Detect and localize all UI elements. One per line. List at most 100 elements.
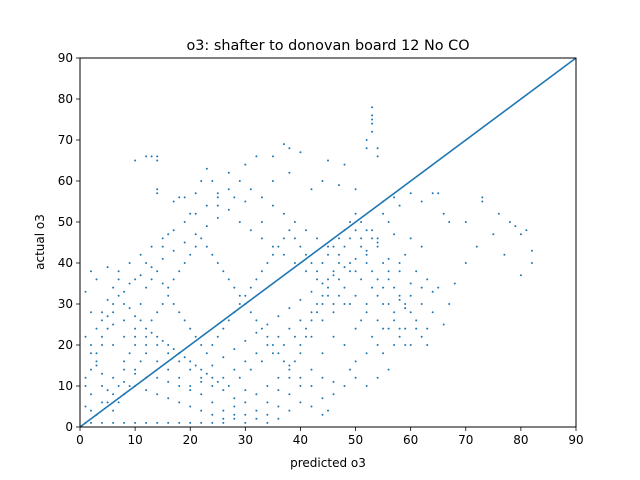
- data-point: [112, 393, 115, 396]
- data-point: [200, 421, 203, 424]
- data-point: [189, 212, 192, 215]
- data-point: [271, 253, 274, 256]
- data-point: [299, 245, 302, 248]
- data-point: [354, 212, 357, 215]
- data-point: [123, 421, 126, 424]
- data-point: [288, 376, 291, 379]
- data-point: [371, 237, 374, 240]
- data-point: [189, 253, 192, 256]
- data-point: [343, 286, 346, 289]
- data-point: [216, 380, 219, 383]
- data-point: [321, 413, 324, 416]
- data-point: [95, 364, 98, 367]
- data-point: [216, 196, 219, 199]
- data-point: [200, 237, 203, 240]
- data-point: [305, 327, 307, 330]
- data-point: [431, 290, 434, 293]
- data-point: [266, 344, 269, 346]
- data-point: [316, 311, 318, 314]
- data-point: [431, 192, 434, 195]
- data-point: [327, 159, 329, 162]
- data-point: [172, 278, 175, 281]
- data-point: [431, 311, 434, 314]
- data-point: [310, 319, 313, 322]
- data-point: [145, 352, 148, 355]
- data-point: [101, 385, 103, 387]
- x-tick-label: 90: [568, 433, 583, 447]
- data-point: [172, 200, 175, 203]
- data-point: [387, 270, 390, 273]
- data-point: [200, 180, 203, 182]
- data-point: [178, 270, 181, 273]
- data-point: [266, 262, 269, 264]
- data-point: [150, 331, 153, 334]
- data-point: [222, 356, 225, 359]
- data-point: [244, 163, 247, 166]
- data-point: [255, 393, 258, 396]
- x-tick-label: 40: [293, 433, 308, 447]
- data-point: [299, 151, 302, 154]
- data-point: [371, 114, 374, 117]
- data-point: [150, 266, 153, 269]
- data-point: [409, 192, 412, 195]
- data-point: [145, 327, 148, 330]
- data-point: [354, 229, 357, 232]
- data-point: [282, 344, 285, 346]
- data-point: [205, 372, 208, 375]
- data-point: [310, 311, 313, 314]
- data-point: [420, 286, 423, 289]
- data-point: [178, 376, 181, 379]
- data-point: [530, 249, 533, 252]
- data-point: [161, 257, 164, 260]
- data-point: [178, 360, 181, 363]
- data-point: [354, 188, 357, 191]
- data-point: [277, 315, 280, 318]
- data-point: [343, 266, 346, 269]
- data-point: [84, 385, 87, 387]
- data-point: [183, 241, 186, 244]
- data-point: [442, 212, 445, 215]
- data-point: [327, 253, 329, 256]
- data-point: [167, 352, 170, 355]
- data-point: [288, 229, 291, 232]
- data-point: [244, 339, 247, 342]
- data-point: [200, 344, 203, 346]
- data-point: [249, 368, 252, 371]
- data-point: [343, 385, 346, 387]
- data-point: [338, 278, 340, 281]
- data-point: [200, 409, 203, 412]
- data-point: [189, 405, 192, 408]
- data-point: [271, 344, 274, 346]
- data-point: [376, 241, 379, 244]
- data-point: [299, 344, 302, 346]
- data-point: [178, 421, 181, 424]
- data-point: [150, 278, 153, 281]
- data-point: [233, 405, 236, 408]
- data-point: [288, 368, 291, 371]
- data-point: [139, 360, 142, 363]
- data-point: [415, 319, 418, 322]
- data-point: [145, 335, 148, 338]
- data-point: [145, 389, 148, 392]
- data-point: [200, 380, 203, 383]
- data-point: [249, 311, 252, 314]
- data-point: [305, 335, 307, 338]
- data-point: [376, 376, 379, 379]
- data-point: [134, 315, 137, 318]
- data-point: [382, 327, 385, 330]
- data-point: [293, 221, 296, 223]
- data-point: [310, 262, 313, 264]
- data-point: [398, 298, 401, 301]
- data-point: [371, 106, 374, 109]
- data-point: [299, 376, 302, 379]
- data-point: [112, 311, 115, 314]
- data-point: [101, 401, 103, 404]
- data-point: [508, 221, 511, 223]
- data-point: [332, 311, 335, 314]
- data-point: [321, 319, 324, 322]
- data-point: [387, 257, 390, 260]
- data-point: [183, 196, 186, 199]
- data-point: [139, 274, 142, 277]
- data-point: [255, 409, 258, 412]
